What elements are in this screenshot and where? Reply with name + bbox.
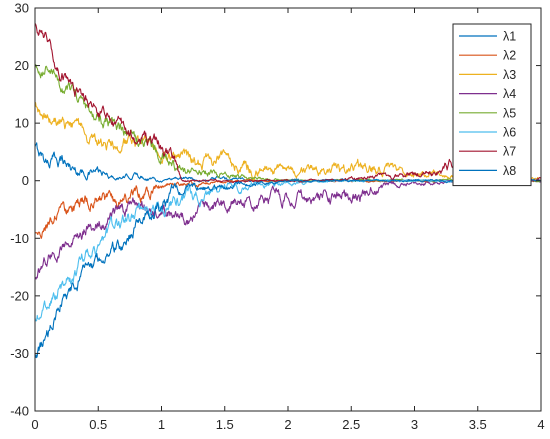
legend-label-5: λ5 [503, 106, 516, 120]
y-tick-label: -40 [10, 404, 29, 419]
x-tick-label: 0.5 [89, 417, 107, 432]
x-tick-label: 3 [411, 417, 418, 432]
x-tick-label: 0 [31, 417, 38, 432]
legend-label-1: λ1 [503, 30, 516, 44]
x-tick-label: 4 [537, 417, 544, 432]
x-tick-label: 1.5 [216, 417, 234, 432]
x-tick-label: 3.5 [469, 417, 487, 432]
series-layer [34, 23, 542, 359]
legend-label-3: λ3 [503, 68, 516, 82]
series-line-2 [34, 178, 542, 239]
legend-box [452, 23, 532, 187]
y-tick-label: 10 [15, 116, 29, 131]
y-tick-label: 0 [22, 173, 29, 188]
legend-label-7: λ7 [503, 145, 516, 159]
x-tick-label: 2 [284, 417, 291, 432]
legend-label-2: λ2 [503, 49, 516, 63]
y-tick-label: 20 [15, 58, 29, 73]
y-tick-label: -30 [10, 346, 29, 361]
y-tick-label: -10 [10, 231, 29, 246]
legend: λ1 λ2 λ3 λ4 λ5 λ6 λ7 λ8 [452, 23, 532, 187]
y-tick-label: -20 [10, 288, 29, 303]
y-tick-label: 30 [15, 1, 29, 16]
legend-label-4: λ4 [503, 87, 516, 101]
x-tick-label: 2.5 [342, 417, 360, 432]
x-tick-label: 1 [158, 417, 165, 432]
series-line-8 [34, 178, 542, 359]
legend-label-8: λ8 [503, 164, 516, 178]
legend-label-6: λ6 [503, 126, 516, 140]
ticks-layer: 0 0.5 1 1.5 2 2.5 3 3.5 4 -40 -30 -20 -10 0 10 20 30 [10, 1, 544, 433]
